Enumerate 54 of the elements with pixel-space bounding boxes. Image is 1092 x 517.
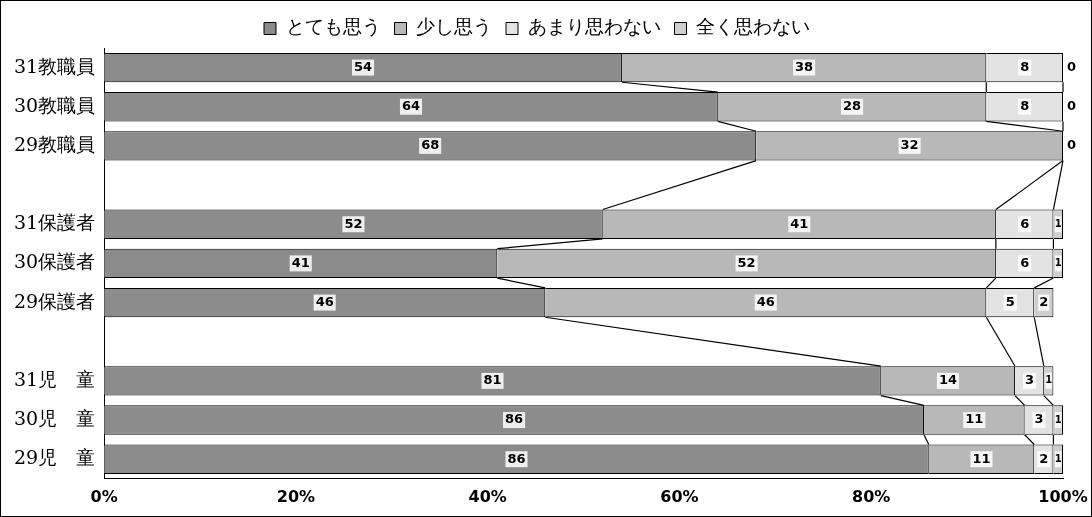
y-tick-label: 29児 童 — [13, 446, 96, 469]
data-label: 46 — [756, 293, 775, 309]
data-label: 1 — [1054, 256, 1062, 268]
data-label: 5 — [1005, 293, 1015, 309]
x-tick-label: 0% — [90, 486, 118, 506]
data-label: 11 — [972, 450, 991, 466]
y-tick-label: 31児 童 — [13, 367, 96, 390]
data-label: 8 — [1020, 98, 1030, 114]
data-label: 38 — [795, 58, 814, 74]
data-label: 0 — [1067, 58, 1077, 74]
y-tick-label: 31保護者 — [13, 211, 96, 234]
x-tick-label: 20% — [276, 486, 316, 506]
data-label: 1 — [1054, 413, 1062, 425]
data-label: 46 — [315, 293, 334, 309]
data-label: 1 — [1054, 452, 1062, 464]
data-label: 3 — [1024, 372, 1034, 388]
legend-label: あまり思わない — [527, 15, 661, 38]
data-label: 52 — [737, 254, 756, 270]
data-label: 6 — [1020, 215, 1030, 231]
y-tick-label: 30保護者 — [13, 250, 96, 273]
data-label: 68 — [421, 137, 440, 153]
y-tick-label: 29保護者 — [13, 289, 96, 312]
data-label: 86 — [505, 411, 524, 427]
data-label: 41 — [790, 215, 809, 231]
y-tick-label: 30教職員 — [13, 93, 96, 116]
data-label: 2 — [1039, 450, 1049, 466]
data-label: 3 — [1034, 411, 1044, 427]
data-label: 11 — [965, 411, 984, 427]
x-tick-label: 80% — [852, 486, 891, 506]
data-label: 64 — [401, 98, 421, 114]
data-label: 2 — [1039, 293, 1049, 309]
data-label: 6 — [1020, 254, 1030, 270]
y-tick-label: 31教職員 — [13, 54, 96, 77]
x-tick-label: 40% — [468, 486, 507, 506]
x-tick-label: 60% — [660, 486, 699, 506]
data-label: 0 — [1067, 137, 1077, 153]
x-tick-label: 100% — [1038, 486, 1088, 506]
legend-label: 少し思う — [416, 15, 492, 38]
data-label: 52 — [344, 215, 363, 231]
y-tick-label: 29教職員 — [13, 132, 96, 155]
legend-label: 全く思わない — [696, 15, 810, 38]
data-label: 1 — [1045, 374, 1053, 386]
data-label: 81 — [483, 372, 502, 388]
data-label: 86 — [507, 450, 526, 466]
data-label: 41 — [291, 254, 310, 270]
data-label: 32 — [900, 137, 919, 153]
data-label: 8 — [1020, 58, 1030, 74]
data-label: 1 — [1054, 217, 1062, 229]
legend-label: とても思う — [285, 15, 381, 38]
data-label: 28 — [843, 98, 862, 114]
data-label: 14 — [938, 372, 957, 388]
data-label: 54 — [354, 58, 373, 74]
y-tick-label: 30児 童 — [13, 406, 96, 429]
data-label: 0 — [1067, 98, 1077, 114]
